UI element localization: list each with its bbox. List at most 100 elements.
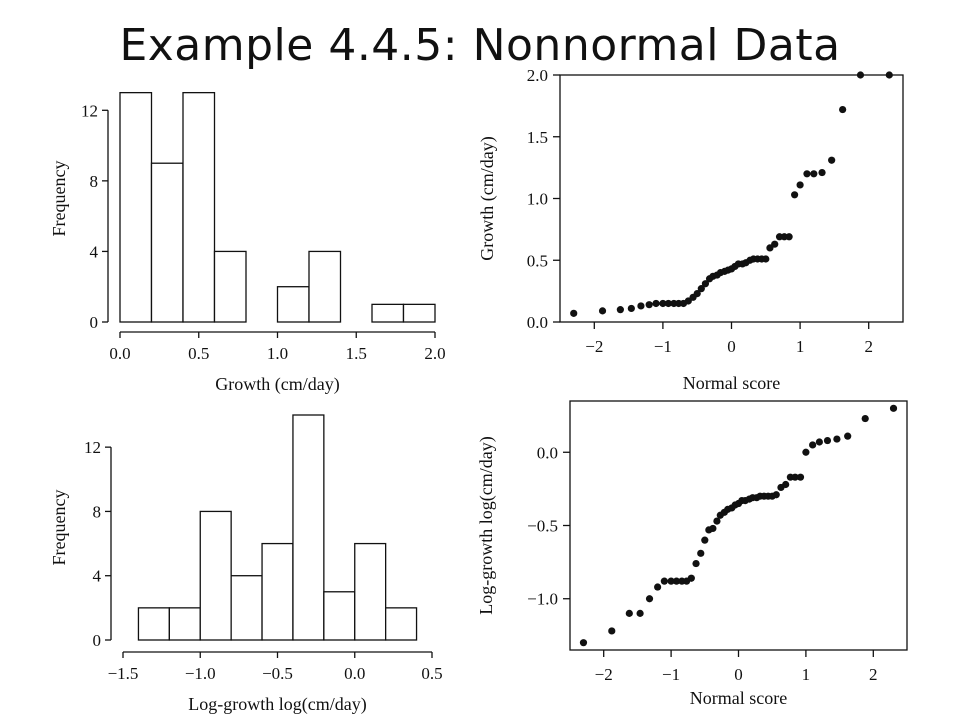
y-tick-label: 12 [81, 101, 98, 120]
chart-panel-3: −1.5 −1.0 −0.5 0.0 0.5 0 4 8 12 Log-growth log(cm… [49, 414, 443, 715]
chart-panel-4: −2 −1 0 1 2 −1.0 −0.5 0.0 Normal score Log-growth… [476, 400, 908, 708]
scatter-point [709, 524, 717, 533]
scatter-point [810, 170, 818, 178]
scatter-point [667, 577, 675, 585]
x-tick-label: 1.0 [267, 344, 288, 363]
x-axis-label: Log-growth log(cm/day) [188, 694, 366, 715]
y-tick-label: 12 [84, 438, 101, 457]
x-tick-label: 2.0 [424, 344, 445, 363]
x-tick-label: −2 [585, 337, 603, 356]
scatter-point [598, 307, 607, 315]
scatter-point [697, 285, 705, 293]
x-tick-label: 0 [727, 337, 736, 356]
x-tick-label: −1 [654, 337, 672, 356]
histogram-bar [137, 607, 170, 641]
x-tick-label: 0.5 [188, 344, 209, 363]
scatter-point [672, 577, 681, 585]
x-tick-label: 1 [796, 337, 805, 356]
scatter-point [692, 559, 700, 568]
y-tick-label: 4 [90, 242, 99, 261]
scatter-point [791, 473, 799, 481]
x-tick-label: −1 [662, 665, 680, 684]
y-tick-label: 0.0 [537, 443, 558, 462]
histogram-bar [168, 607, 201, 641]
scatter-point [771, 240, 779, 248]
scatter-point [885, 71, 893, 79]
x-tick-label: −1.5 [108, 664, 139, 683]
histogram-bar [119, 91, 153, 323]
x-tick-label: 0.5 [421, 664, 442, 683]
scatter-point [772, 491, 780, 499]
scatter-point [823, 436, 832, 445]
x-axis-label: Normal score [690, 688, 787, 708]
x-tick-label: 1 [802, 665, 811, 684]
scatter-point [803, 170, 811, 178]
x-tick-label: 0.0 [344, 664, 365, 683]
y-tick-label: 1.5 [527, 128, 548, 147]
y-tick-label: 0 [93, 631, 102, 650]
y-tick-label: 2.0 [527, 66, 548, 85]
scatter-point [809, 441, 817, 449]
x-axis-label: Growth (cm/day) [215, 374, 339, 395]
scatter-point [713, 517, 721, 525]
histogram-bar [230, 575, 263, 641]
scatter-point [701, 280, 710, 288]
chart-panel-2: −2 −1 0 1 2 0.0 0.5 1.0 1.5 2.0 Normal score Growth… [477, 66, 904, 393]
plot-frame [559, 74, 904, 323]
scatter-point [701, 536, 709, 544]
y-tick-label: −0.5 [527, 517, 558, 536]
scatter-point [627, 304, 635, 313]
slide-title: Example 4.4.5: Nonnormal Data [119, 20, 841, 71]
chart-panel-1: 0.0 0.5 1.0 1.5 2.0 0 4 8 12 Growth (cm/day) Frequ… [49, 91, 446, 395]
scatter-point [654, 583, 662, 591]
y-axis-label: Log-growth log(cm/day) [476, 436, 497, 614]
scatter-point [818, 168, 826, 177]
y-axis-label: Growth (cm/day) [477, 136, 498, 260]
scatter-point [693, 289, 701, 298]
scatter-point [782, 480, 790, 489]
scatter-point [637, 302, 645, 310]
scatter-point [625, 609, 633, 617]
scatter-point [579, 639, 588, 647]
histogram-bar [182, 91, 216, 323]
histogram-bar [371, 303, 405, 323]
y-tick-label: 8 [90, 172, 99, 191]
x-tick-label: 0 [734, 665, 743, 684]
histogram-bar [354, 542, 387, 641]
y-tick-label: 0.5 [527, 251, 548, 270]
scatter-point [785, 233, 793, 241]
scatter-point [889, 404, 898, 412]
scatter-point [645, 301, 653, 309]
y-tick-label: 0 [90, 313, 99, 332]
y-axis-label: Frequency [49, 490, 69, 566]
scatter-point [796, 473, 805, 481]
x-tick-label: 1.5 [346, 344, 367, 363]
scatter-point [659, 299, 667, 308]
scatter-point [664, 299, 672, 308]
histogram-bar [261, 542, 294, 641]
scatter-point [570, 309, 578, 317]
scatter-point [791, 191, 799, 199]
scatter-point [802, 448, 810, 456]
y-axis-label: Frequency [49, 161, 69, 237]
histogram-bar [402, 303, 436, 323]
histogram-bar [199, 510, 232, 641]
scatter-point [861, 414, 869, 423]
histogram-bar [384, 607, 418, 641]
y-tick-label: 1.0 [527, 190, 548, 209]
x-tick-label: −0.5 [262, 664, 293, 683]
y-tick-label: 0.0 [527, 313, 548, 332]
histogram-bar [323, 591, 356, 641]
scatter-point [796, 181, 804, 189]
scatter-point [687, 574, 695, 582]
y-tick-label: −1.0 [527, 590, 558, 609]
scatter-point [833, 435, 841, 443]
scatter-point [616, 306, 624, 314]
scatter-point [636, 609, 644, 617]
y-tick-label: 8 [93, 502, 102, 521]
histogram-bar [292, 414, 325, 641]
histogram-bar [308, 250, 342, 323]
scatter-point [660, 577, 668, 585]
scatter-point [815, 438, 823, 446]
